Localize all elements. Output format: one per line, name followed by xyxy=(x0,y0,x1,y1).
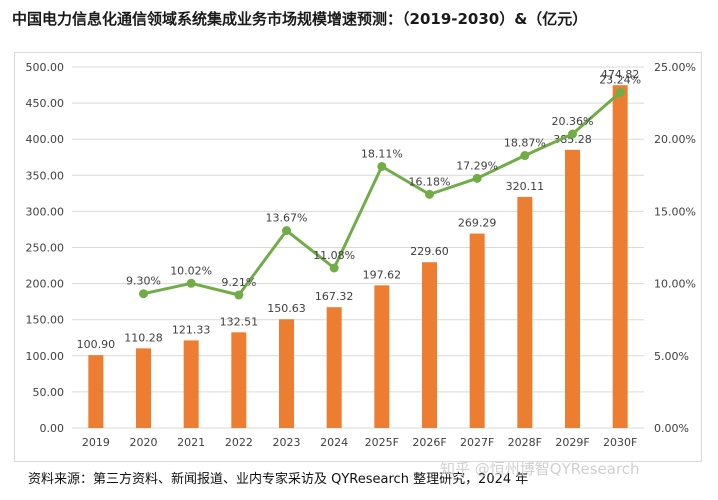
y-left-tick-label: 200.00 xyxy=(26,278,65,291)
y-left-tick-label: 450.00 xyxy=(26,97,65,110)
growth-value-label: 16.18% xyxy=(409,175,451,188)
x-tick-label: 2028F xyxy=(508,436,542,449)
growth-point xyxy=(329,263,339,273)
growth-value-label: 17.29% xyxy=(456,159,498,172)
growth-point xyxy=(186,278,196,288)
bar xyxy=(565,149,580,429)
y-right-tick-label: 25.00% xyxy=(654,61,696,74)
growth-point xyxy=(568,129,577,139)
y-left-tick-label: 350.00 xyxy=(26,169,65,182)
x-tick-label: 2022 xyxy=(225,436,253,449)
y-right-tick-label: 10.00% xyxy=(654,278,696,291)
growth-point xyxy=(472,173,482,183)
growth-value-label: 23.24% xyxy=(599,73,641,86)
x-tick-label: 2019 xyxy=(82,436,110,449)
bar xyxy=(469,233,485,428)
growth-value-label: 9.21% xyxy=(221,276,256,289)
bar-value-label: 121.33 xyxy=(172,323,211,336)
bar-value-label: 132.51 xyxy=(220,315,259,328)
chart-frame xyxy=(14,52,702,462)
bar xyxy=(374,285,390,428)
y-left-tick-label: 100.00 xyxy=(26,350,65,363)
bar xyxy=(88,355,104,428)
x-tick-label: 2021 xyxy=(177,436,205,449)
y-left-tick-label: 500.00 xyxy=(26,61,65,74)
growth-value-label: 10.02% xyxy=(170,264,212,277)
y-right-tick-label: 5.00% xyxy=(654,350,689,363)
growth-value-label: 20.36% xyxy=(552,115,594,128)
growth-value-label: 18.11% xyxy=(361,147,403,160)
x-tick-label: 2027F xyxy=(460,436,494,449)
y-left-tick-label: 300.00 xyxy=(26,205,65,218)
bar-value-label: 229.60 xyxy=(410,245,449,258)
bar xyxy=(183,340,199,428)
x-tick-label: 2023 xyxy=(273,436,301,449)
bar-value-label: 110.28 xyxy=(124,331,163,344)
chart-title: 中国电力信息化通信领域系统集成业务市场规模增速预测：（2019-2030）&（亿… xyxy=(12,10,588,28)
growth-point xyxy=(234,290,244,300)
growth-point xyxy=(377,161,387,171)
bar-value-label: 197.62 xyxy=(363,268,402,281)
bar-value-label: 150.63 xyxy=(267,302,306,315)
source-note: 资料来源：第三方资料、新闻报道、业内专家采访及 QYResearch 整理研究，… xyxy=(28,472,529,487)
y-right-tick-label: 20.00% xyxy=(654,133,696,146)
watermark: 知乎 @恒州博智QYResearch xyxy=(440,460,640,478)
bar xyxy=(517,196,533,428)
bar xyxy=(279,319,294,428)
y-left-tick-label: 400.00 xyxy=(26,133,65,146)
bar xyxy=(612,85,628,428)
growth-value-label: 13.67% xyxy=(266,212,308,225)
bar-value-label: 269.29 xyxy=(458,217,497,230)
x-tick-label: 2025F xyxy=(365,436,399,449)
bar-value-label: 320.11 xyxy=(506,180,545,193)
bar-value-label: 474.82 xyxy=(601,68,640,81)
growth-value-label: 18.87% xyxy=(504,137,546,150)
y-left-tick-label: 0.00 xyxy=(40,422,65,435)
bar-value-label: 100.90 xyxy=(77,338,116,351)
x-tick-label: 2026F xyxy=(412,436,446,449)
bar-value-label: 167.32 xyxy=(315,290,354,303)
growth-point xyxy=(139,289,148,299)
x-tick-label: 2030F xyxy=(603,436,637,449)
y-right-tick-label: 0.00% xyxy=(654,422,689,435)
growth-point xyxy=(425,189,434,199)
bar xyxy=(231,332,247,428)
bar xyxy=(422,262,437,428)
growth-point xyxy=(520,151,530,161)
bar xyxy=(136,348,151,428)
bar-value-label: 385.28 xyxy=(553,133,592,146)
x-tick-label: 2020 xyxy=(130,436,158,449)
growth-value-label: 9.30% xyxy=(126,275,161,288)
x-tick-label: 2029F xyxy=(555,436,589,449)
y-left-tick-label: 150.00 xyxy=(26,314,65,327)
growth-value-label: 11.08% xyxy=(313,249,355,262)
x-tick-label: 2024 xyxy=(320,436,348,449)
growth-point xyxy=(282,226,291,236)
bar xyxy=(326,307,342,428)
y-left-tick-label: 250.00 xyxy=(26,242,65,255)
y-right-tick-label: 15.00% xyxy=(654,205,696,218)
growth-line xyxy=(143,91,622,297)
growth-point xyxy=(615,87,625,97)
y-left-tick-label: 50.00 xyxy=(33,386,65,399)
